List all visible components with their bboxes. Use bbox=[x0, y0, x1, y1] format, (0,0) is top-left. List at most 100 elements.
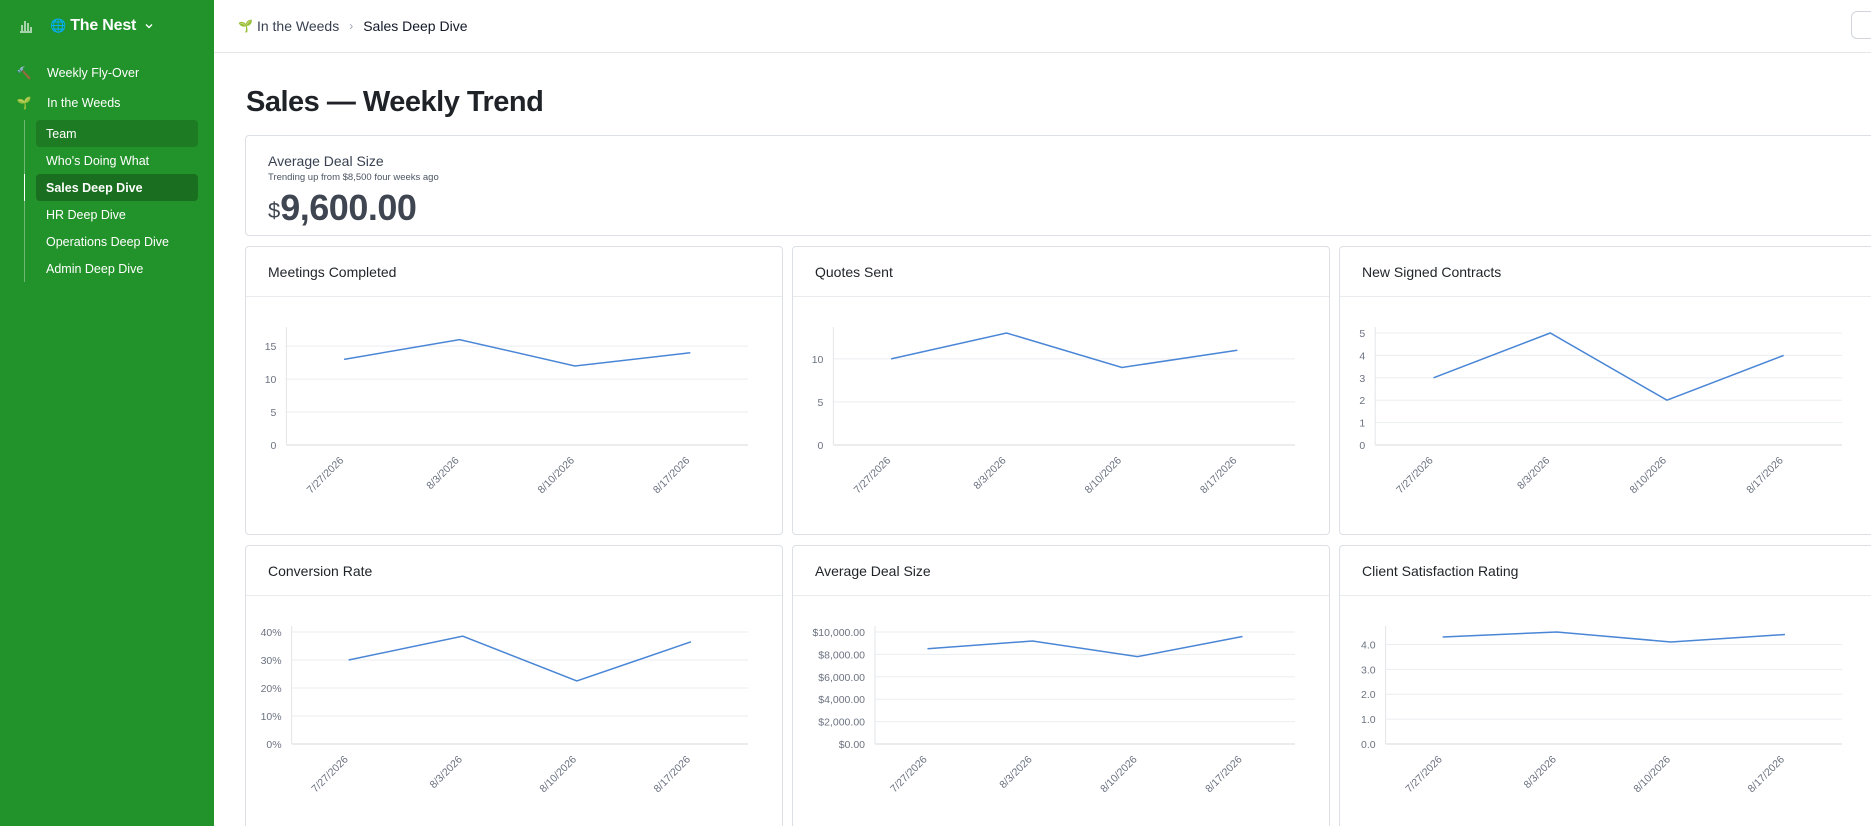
sidebar-item-weekly-fly-over[interactable]: 🔨 Weekly Fly-Over bbox=[0, 58, 214, 88]
x-tick-label: 8/3/2026 bbox=[1521, 754, 1558, 791]
chart-card-quotes-sent: Quotes Sent 0 5 10 7/27/2026 8/3/2026 8/10/202… bbox=[792, 246, 1330, 535]
y-tick-label: 4.0 bbox=[1361, 639, 1376, 651]
breadcrumb-current: Sales Deep Dive bbox=[363, 18, 468, 34]
y-tick-label: 3 bbox=[1359, 373, 1365, 385]
kpi-value: 9,600.00 bbox=[280, 187, 417, 228]
workspace-name[interactable]: The Nest bbox=[70, 17, 137, 34]
chart-title: Average Deal Size bbox=[793, 546, 1329, 596]
series-line bbox=[1442, 631, 1785, 643]
sidebar-subnav: Team Who's Doing What Sales Deep Dive HR… bbox=[24, 120, 214, 282]
chevron-down-icon[interactable] bbox=[144, 21, 154, 31]
sidebar-subitem-hr-deep-dive[interactable]: HR Deep Dive bbox=[46, 207, 126, 222]
x-tick-label: 8/17/2026 bbox=[1744, 455, 1786, 497]
sidebar-subitem-whos-doing-what[interactable]: Who's Doing What bbox=[46, 153, 150, 168]
kpi-currency: $ bbox=[268, 198, 281, 223]
y-tick-label: 2.0 bbox=[1361, 689, 1376, 701]
chart-meetings-completed: 0 5 10 15 7/27/2026 8/3/2026 8/10/2026 8/17/202… bbox=[265, 327, 748, 497]
series-line bbox=[927, 635, 1243, 658]
y-tick-label: 5 bbox=[271, 407, 277, 419]
chart-quotes-sent: 0 5 10 7/27/2026 8/3/2026 8/10/2026 8/17/2026 bbox=[812, 327, 1295, 497]
sidebar-subitem-team[interactable]: Team bbox=[36, 120, 198, 147]
breadcrumb-parent[interactable]: In the Weeds bbox=[256, 18, 340, 34]
x-tick-label: 8/10/2026 bbox=[1628, 455, 1670, 497]
chart-title: New Signed Contracts bbox=[1340, 247, 1871, 297]
sidebar-item-label: In the Weeds bbox=[47, 96, 121, 110]
x-tick-label: 8/10/2026 bbox=[537, 754, 579, 796]
x-tick-label: 7/27/2026 bbox=[1403, 754, 1445, 796]
hammer-icon: 🔨 bbox=[16, 66, 32, 80]
chart-card-client-satisfaction-rating: Client Satisfaction Rating 0.0 1.0 2.0 3.0 4.… bbox=[1339, 545, 1871, 826]
kpi-title: Average Deal Size bbox=[268, 153, 384, 169]
x-tick-label: 8/3/2026 bbox=[424, 455, 461, 492]
x-tick-label: 8/10/2026 bbox=[536, 455, 578, 497]
y-tick-label: 10% bbox=[261, 711, 282, 723]
x-tick-label: 7/27/2026 bbox=[852, 455, 894, 497]
x-tick-label: 8/10/2026 bbox=[1631, 754, 1673, 796]
x-tick-label: 7/27/2026 bbox=[309, 754, 351, 796]
workspace-header[interactable]: 🌐 The Nest bbox=[0, 0, 214, 52]
chart-card-average-deal-size: Average Deal Size $0.00 $2,000.00 $4,000.00… bbox=[792, 545, 1330, 826]
x-tick-label: 8/17/2026 bbox=[1203, 754, 1245, 796]
x-tick-label: 7/27/2026 bbox=[1394, 455, 1436, 497]
x-tick-label: 7/27/2026 bbox=[888, 754, 930, 796]
x-tick-label: 8/3/2026 bbox=[427, 754, 464, 791]
y-tick-label: $6,000.00 bbox=[818, 672, 865, 684]
series-line bbox=[343, 338, 691, 367]
x-tick-label: 8/10/2026 bbox=[1098, 754, 1140, 796]
chart-title: Conversion Rate bbox=[246, 546, 782, 596]
y-tick-label: 20% bbox=[261, 683, 282, 695]
x-tick-label: 8/3/2026 bbox=[997, 754, 1034, 791]
y-tick-label: 5 bbox=[818, 397, 824, 409]
breadcrumb: 🌱 In the Weeds › Sales Deep Dive bbox=[238, 18, 467, 34]
chart-new-signed-contracts: 0 1 2 3 4 5 7/27/2026 8/3/2026 8/10/2026 8/17/202… bbox=[1359, 327, 1842, 497]
y-tick-label: $10,000.00 bbox=[812, 627, 865, 639]
main-content: 🌱 In the Weeds › Sales Deep Dive Sales —… bbox=[214, 0, 1871, 826]
kpi-subtitle: Trending up from $8,500 four weeks ago bbox=[268, 172, 439, 183]
y-tick-label: 0 bbox=[818, 440, 824, 452]
chart-card-new-signed-contracts: New Signed Contracts 0 1 2 3 4 5 7/27/2026 8/3/2… bbox=[1339, 246, 1871, 535]
chart-conversion-rate: 0% 10% 20% 30% 40% 7/27/2026 8/3/2026 8/10/2026… bbox=[261, 626, 748, 796]
y-tick-label: 0 bbox=[271, 440, 277, 452]
y-tick-label: 5 bbox=[1359, 328, 1365, 340]
x-tick-label: 8/17/2026 bbox=[652, 754, 694, 796]
y-tick-label: 0 bbox=[1359, 440, 1365, 452]
kpi-card: Average Deal Size Trending up from $8,50… bbox=[245, 135, 1871, 236]
sidebar-item-label: Weekly Fly-Over bbox=[47, 66, 140, 80]
sidebar-subitem-operations-deep-dive[interactable]: Operations Deep Dive bbox=[46, 234, 169, 249]
sidebar: 🌐 The Nest 🔨 Weekly Fly-Over 🌱 In the We… bbox=[0, 0, 214, 826]
y-tick-label: 30% bbox=[261, 655, 282, 667]
bar-chart-icon[interactable] bbox=[18, 18, 34, 34]
y-tick-label: 15 bbox=[265, 341, 277, 353]
y-tick-label: 1.0 bbox=[1361, 714, 1376, 726]
chart-card-meetings-completed: Meetings Completed 0 5 10 15 7/27/2026 8/3/202… bbox=[245, 246, 783, 535]
x-tick-label: 8/3/2026 bbox=[971, 455, 1008, 492]
series-line bbox=[1433, 332, 1784, 402]
series-line bbox=[348, 635, 692, 682]
sidebar-subitem-admin-deep-dive[interactable]: Admin Deep Dive bbox=[46, 261, 144, 276]
sidebar-nav: 🔨 Weekly Fly-Over 🌱 In the Weeds Team Wh… bbox=[0, 52, 214, 282]
chart-average-deal-size: $0.00 $2,000.00 $4,000.00 $6,000.00 $8,000.0… bbox=[812, 626, 1295, 796]
x-tick-label: 8/3/2026 bbox=[1515, 455, 1552, 492]
y-tick-label: 0.0 bbox=[1361, 739, 1376, 751]
top-action-button[interactable] bbox=[1851, 11, 1871, 39]
chart-title: Quotes Sent bbox=[793, 247, 1329, 297]
sidebar-item-in-the-weeds[interactable]: 🌱 In the Weeds bbox=[0, 88, 214, 118]
series-line bbox=[890, 332, 1238, 369]
y-tick-label: 4 bbox=[1359, 350, 1365, 362]
y-tick-label: 0% bbox=[266, 739, 281, 751]
y-tick-label: 1 bbox=[1359, 418, 1365, 430]
chart-title: Client Satisfaction Rating bbox=[1340, 546, 1871, 596]
sidebar-subitem-sales-deep-dive[interactable]: Sales Deep Dive bbox=[36, 174, 198, 201]
y-tick-label: $2,000.00 bbox=[818, 717, 865, 729]
x-tick-label: 7/27/2026 bbox=[305, 455, 347, 497]
y-tick-label: 40% bbox=[261, 627, 282, 639]
chart-title: Meetings Completed bbox=[246, 247, 782, 297]
y-tick-label: $8,000.00 bbox=[818, 649, 865, 661]
x-tick-label: 8/17/2026 bbox=[1198, 455, 1240, 497]
y-tick-label: $0.00 bbox=[839, 739, 865, 751]
chevron-right-icon: › bbox=[349, 19, 354, 33]
seedling-icon: 🌱 bbox=[238, 19, 253, 33]
chart-card-conversion-rate: Conversion Rate 0% 10% 20% 30% 40% 7/27/2026 8/… bbox=[245, 545, 783, 826]
y-tick-label: 2 bbox=[1359, 395, 1365, 407]
